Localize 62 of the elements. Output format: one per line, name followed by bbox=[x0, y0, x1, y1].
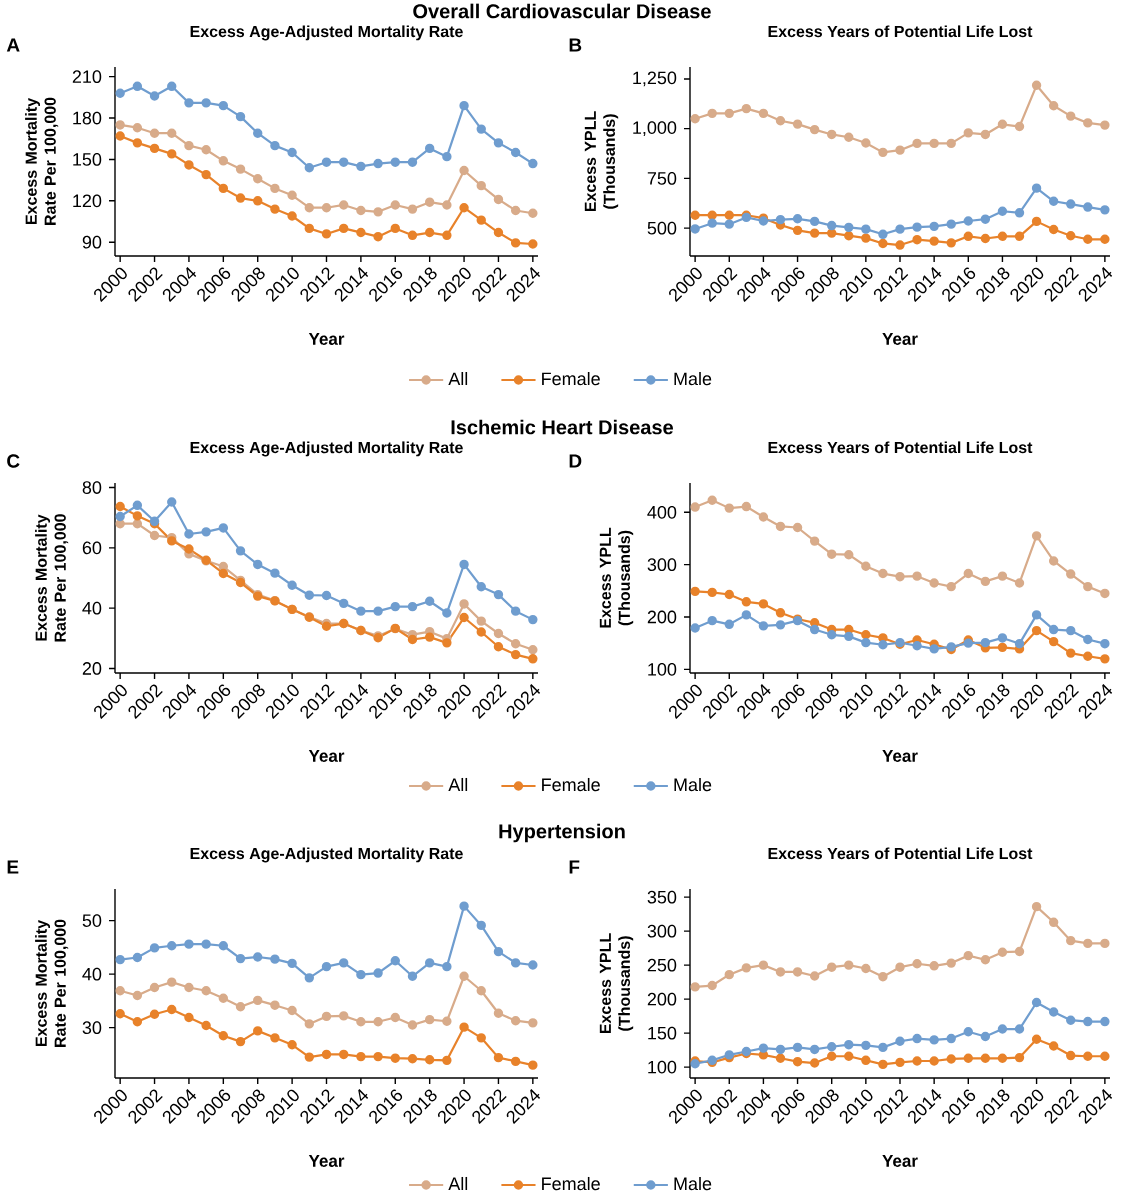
y-axis-title: Excess Mortality Rate Per 100,000 bbox=[35, 514, 69, 642]
x-axis-title: Year bbox=[308, 333, 345, 345]
text: C bbox=[7, 454, 20, 468]
y-tick-label: 400 bbox=[647, 505, 677, 519]
x-axis-title: Year bbox=[882, 750, 918, 762]
y-tick-label: 90 bbox=[82, 235, 102, 249]
chart-title: Excess Age-Adjusted Mortality Rate bbox=[190, 25, 463, 41]
y-tick-label: 300 bbox=[647, 924, 677, 938]
y-axis-title: Excess Mortality Rate Per 100,000 bbox=[35, 919, 69, 1047]
x-axis-title: Year bbox=[308, 1155, 345, 1167]
legend-label: Female bbox=[542, 371, 600, 386]
y-tick-label: 250 bbox=[647, 958, 677, 972]
text: Overall Cardiovascular Disease bbox=[413, 3, 711, 19]
text: B bbox=[569, 38, 582, 52]
text: D bbox=[569, 454, 582, 468]
y-tick-label: 210 bbox=[72, 70, 102, 84]
y-tick-label: 20 bbox=[82, 662, 102, 675]
text: E bbox=[7, 860, 19, 874]
y-tick-label: 150 bbox=[648, 1026, 677, 1040]
y-axis-title: Excess YPLL (Thousands) bbox=[599, 933, 634, 1034]
y-tick-label: 180 bbox=[73, 111, 102, 125]
y-tick-label: 120 bbox=[73, 194, 102, 208]
y-axis-title: Excess YPLL (Thousands) bbox=[584, 111, 619, 212]
text: A bbox=[6, 38, 20, 52]
chart-title: Excess Years of Potential Life Lost bbox=[768, 847, 1033, 860]
x-axis-title: Year bbox=[882, 1155, 918, 1167]
x-axis-title: Year bbox=[308, 750, 345, 762]
text: Hypertension bbox=[499, 823, 625, 843]
y-axis-title: Excess Mortality Rate Per 100,000 bbox=[25, 97, 59, 225]
y-tick-label: 80 bbox=[82, 481, 102, 494]
y-tick-label: 40 bbox=[82, 601, 102, 615]
y-axis-title: Excess YPLL (Thousands) bbox=[599, 527, 634, 628]
chart-title: Excess Age-Adjusted Mortality Rate bbox=[190, 441, 463, 457]
legend-label: Female bbox=[542, 1176, 600, 1191]
legend-label: All bbox=[448, 777, 468, 791]
y-tick-label: 100 bbox=[648, 662, 677, 676]
y-tick-label: 1,250 bbox=[633, 71, 677, 87]
legend-label: Male bbox=[674, 1176, 712, 1191]
y-tick-label: 350 bbox=[647, 890, 677, 904]
y-tick-label: 100 bbox=[648, 1060, 677, 1074]
x-axis-title: Year bbox=[882, 333, 918, 345]
chart-title: Excess Years of Potential Life Lost bbox=[768, 441, 1033, 454]
y-tick-label: 1,000 bbox=[633, 121, 677, 137]
y-tick-label: 300 bbox=[647, 558, 677, 572]
legend-label: Female bbox=[542, 777, 600, 792]
y-tick-label: 40 bbox=[82, 967, 102, 981]
y-tick-label: 60 bbox=[82, 541, 102, 555]
legend-label: Male bbox=[674, 777, 712, 792]
legend-label: Male bbox=[674, 371, 712, 386]
y-tick-label: 50 bbox=[82, 914, 102, 927]
y-tick-label: 750 bbox=[647, 172, 677, 185]
legend-label: All bbox=[448, 371, 468, 386]
y-tick-label: 200 bbox=[647, 610, 677, 624]
y-tick-label: 500 bbox=[647, 221, 677, 235]
text: F bbox=[569, 860, 580, 874]
y-tick-label: 200 bbox=[647, 992, 677, 1006]
legend-label: All bbox=[448, 1176, 468, 1191]
y-tick-label: 150 bbox=[73, 153, 102, 166]
y-tick-label: 30 bbox=[82, 1021, 102, 1035]
text: Ischemic Heart Disease bbox=[451, 419, 673, 435]
chart-title: Excess Age-Adjusted Mortality Rate bbox=[190, 847, 463, 863]
chart-title: Excess Years of Potential Life Lost bbox=[768, 25, 1033, 38]
